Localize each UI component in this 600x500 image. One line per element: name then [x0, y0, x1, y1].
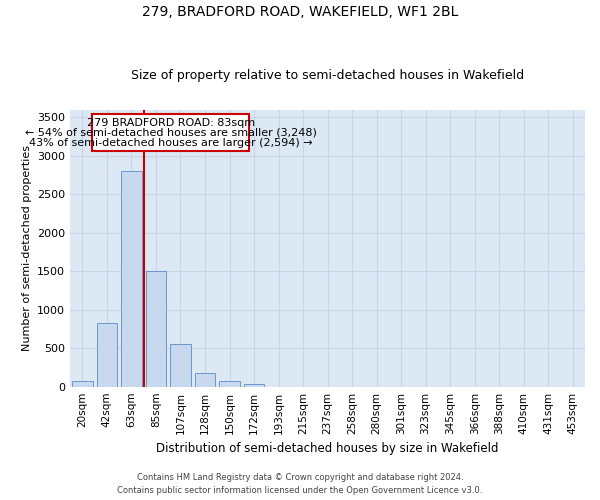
Text: 279 BRADFORD ROAD: 83sqm: 279 BRADFORD ROAD: 83sqm	[86, 118, 255, 128]
Text: 279, BRADFORD ROAD, WAKEFIELD, WF1 2BL: 279, BRADFORD ROAD, WAKEFIELD, WF1 2BL	[142, 5, 458, 19]
Bar	[194, 373, 215, 386]
Bar	[121, 171, 142, 386]
Title: Size of property relative to semi-detached houses in Wakefield: Size of property relative to semi-detach…	[131, 69, 524, 82]
Y-axis label: Number of semi-detached properties: Number of semi-detached properties	[22, 145, 32, 351]
Bar	[170, 344, 191, 387]
FancyBboxPatch shape	[92, 114, 249, 151]
Text: 43% of semi-detached houses are larger (2,594) →: 43% of semi-detached houses are larger (…	[29, 138, 313, 147]
Bar	[97, 323, 118, 386]
Text: ← 54% of semi-detached houses are smaller (3,248): ← 54% of semi-detached houses are smalle…	[25, 128, 317, 138]
Bar	[146, 271, 166, 386]
Bar	[244, 384, 265, 386]
Bar	[72, 381, 93, 386]
Text: Contains HM Land Registry data © Crown copyright and database right 2024.
Contai: Contains HM Land Registry data © Crown c…	[118, 474, 482, 495]
X-axis label: Distribution of semi-detached houses by size in Wakefield: Distribution of semi-detached houses by …	[157, 442, 499, 455]
Bar	[219, 381, 240, 386]
